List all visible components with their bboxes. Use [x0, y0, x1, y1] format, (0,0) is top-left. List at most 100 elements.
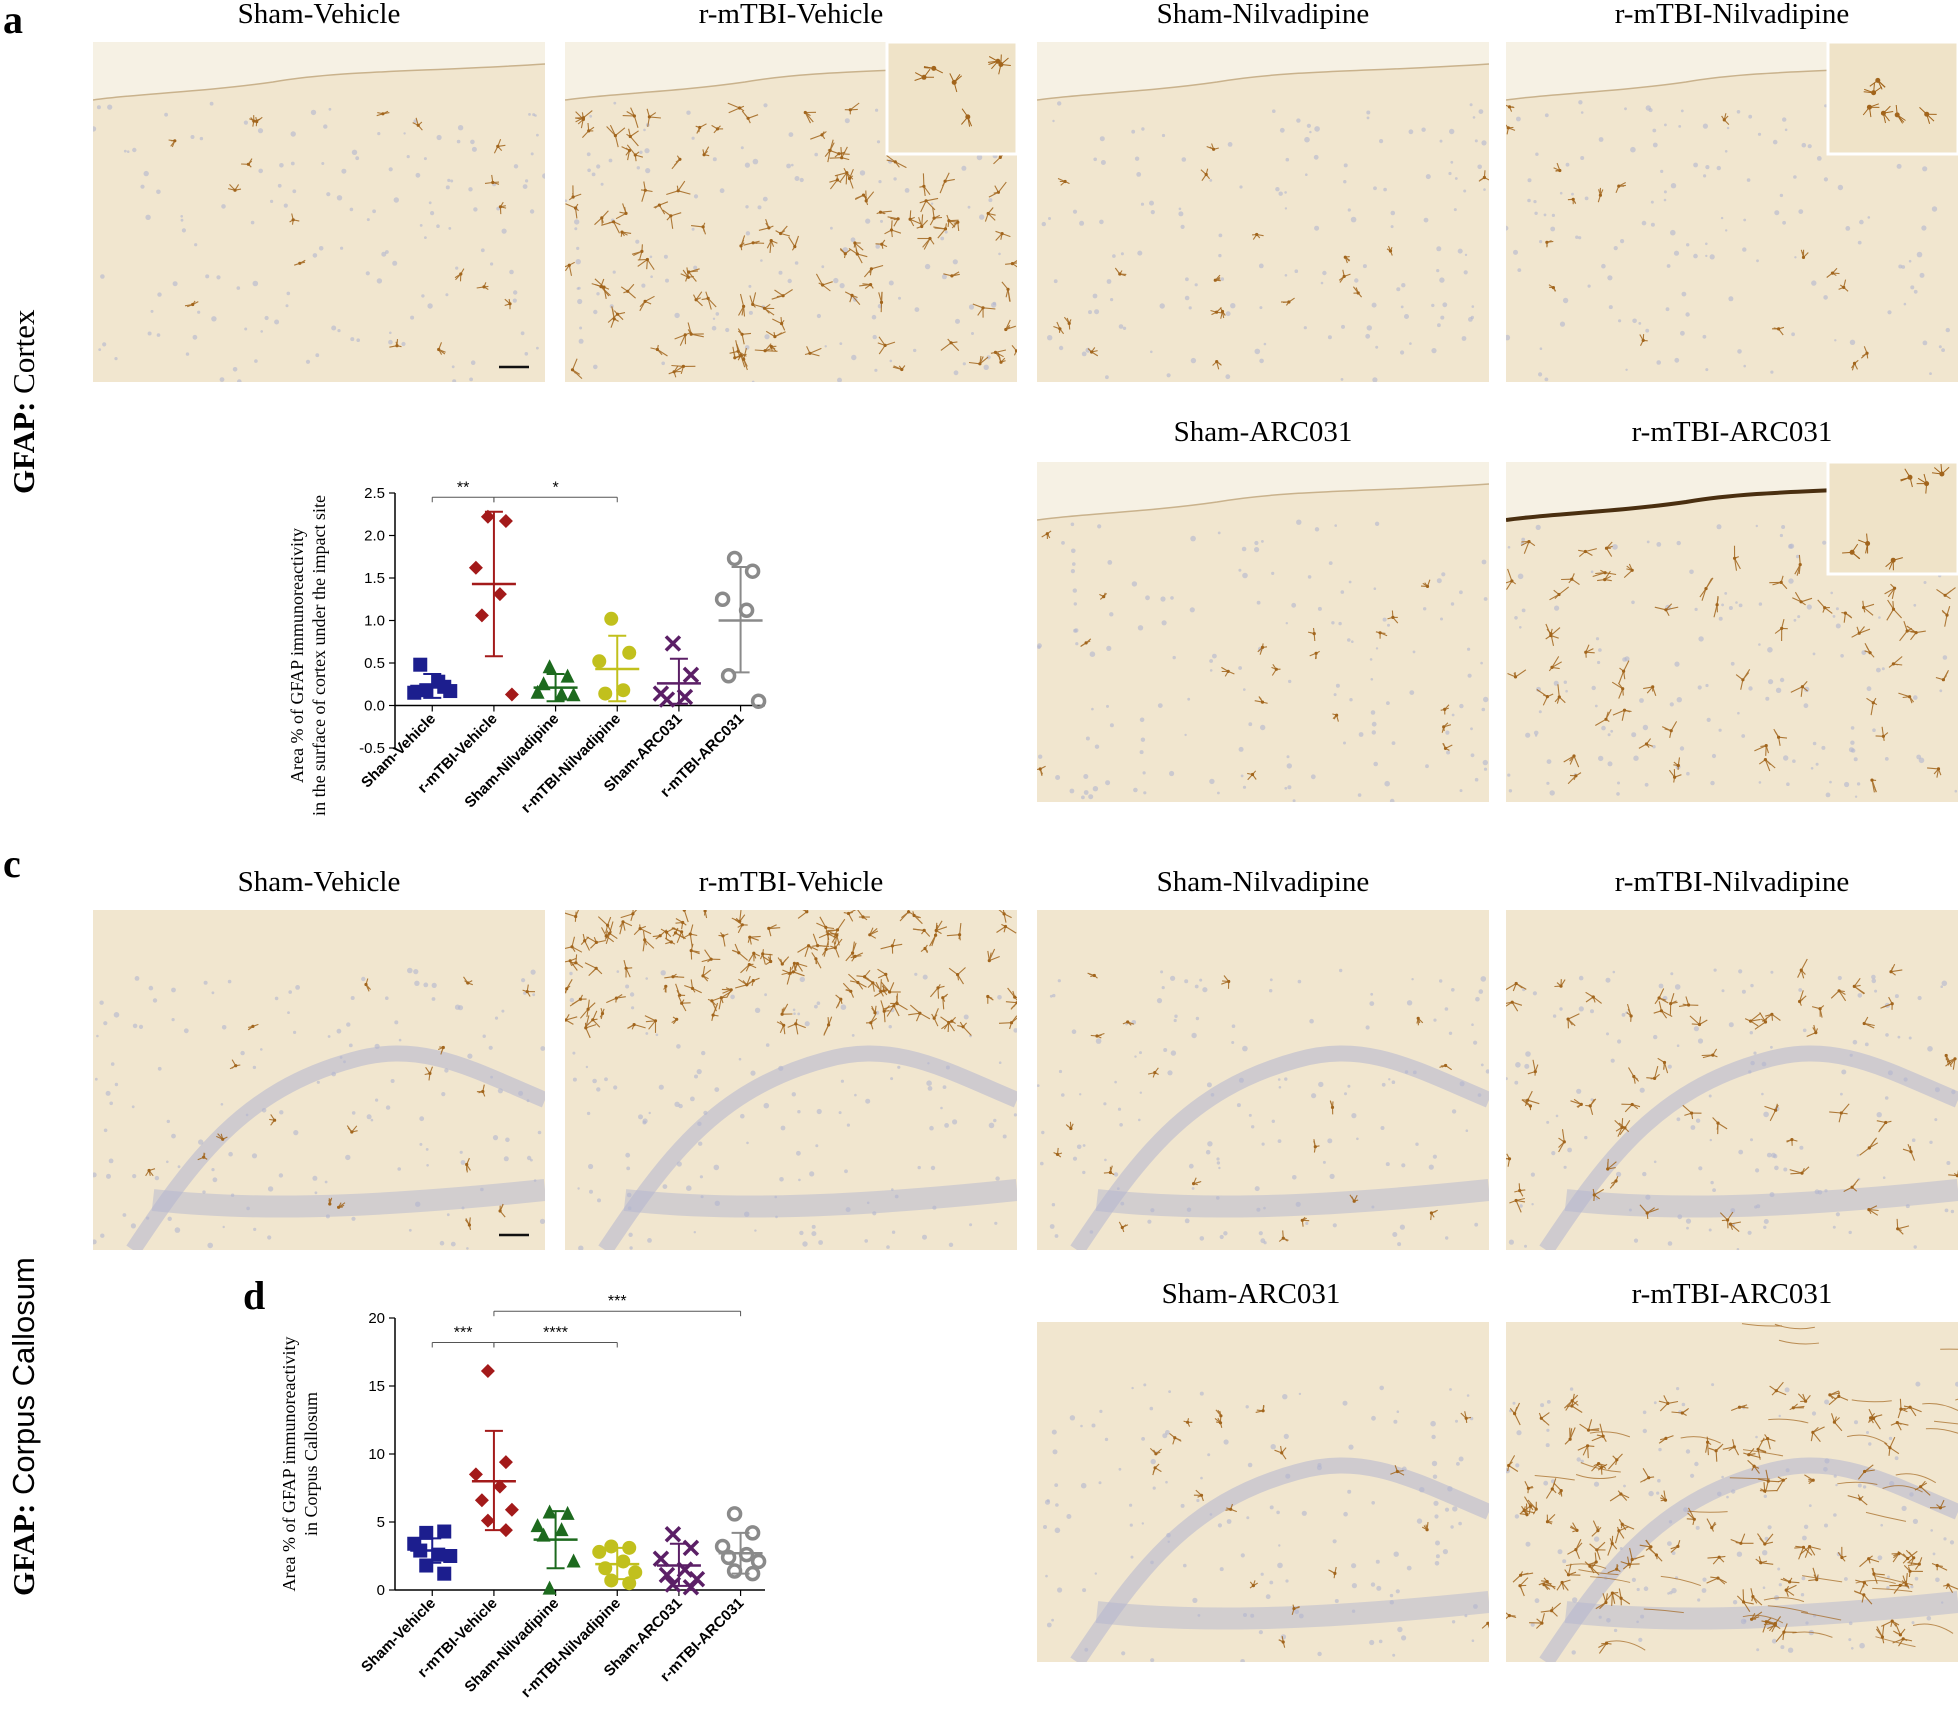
data-point	[664, 1526, 682, 1543]
data-point	[419, 1558, 434, 1573]
series-group	[407, 1524, 458, 1581]
data-point	[560, 1505, 575, 1520]
series-group	[652, 635, 701, 708]
data-point	[480, 1513, 495, 1528]
series-group	[652, 1526, 706, 1596]
data-point	[492, 1479, 507, 1494]
series-group	[714, 550, 767, 709]
data-point	[530, 1518, 545, 1533]
data-point	[437, 1566, 452, 1581]
micrograph-cc-sham-nilvadipine	[1037, 910, 1489, 1250]
data-point	[498, 1523, 513, 1538]
series-group	[407, 657, 458, 700]
data-point	[480, 1364, 495, 1379]
row-label-cortex: GFAP: Cortex	[6, 309, 41, 494]
y-tick-label: 1.0	[364, 613, 385, 630]
micrograph-cc-rmtbi-nilvadipine	[1506, 910, 1958, 1250]
panel-a-title-rmtbi-vehicle: r-mTBI-Vehicle	[698, 0, 884, 30]
data-point	[622, 1540, 637, 1555]
data-point	[622, 1576, 637, 1591]
data-point	[554, 1522, 569, 1537]
data-point	[616, 683, 631, 698]
data-point	[536, 676, 551, 691]
series-group	[592, 611, 640, 703]
data-point	[592, 1544, 607, 1559]
y-tick-label: 20	[368, 1310, 385, 1327]
y-tick-label: 0.5	[364, 655, 385, 672]
data-point	[443, 1549, 458, 1563]
data-point	[413, 657, 428, 672]
micrograph-cc-sham-vehicle	[93, 910, 545, 1250]
micrograph-cc-rmtbi-vehicle	[565, 910, 1017, 1250]
data-point	[604, 611, 619, 626]
data-point	[682, 666, 700, 684]
y-tick-label: 2.0	[364, 528, 385, 545]
data-point	[554, 686, 569, 701]
data-point	[536, 1527, 551, 1542]
data-point	[720, 1549, 737, 1566]
data-point	[504, 1502, 519, 1517]
series-group	[530, 1504, 581, 1595]
y-tick-label: -0.5	[359, 740, 385, 757]
data-point	[658, 1566, 676, 1584]
data-point	[468, 560, 483, 575]
data-point	[566, 687, 581, 702]
panel-a-title-rmtbi-arc031: r-mTBI-ARC031	[1631, 416, 1833, 448]
data-point	[419, 683, 434, 698]
significance-label: ***	[454, 1324, 473, 1341]
data-point	[566, 1553, 581, 1568]
y-tick-label: 2.5	[364, 485, 385, 502]
data-point	[542, 659, 557, 674]
data-point	[658, 691, 676, 708]
significance-label: ****	[543, 1324, 568, 1341]
micrograph-cortex-rmtbi-vehicle	[565, 42, 1017, 382]
data-point	[738, 1546, 755, 1563]
data-point	[480, 509, 495, 524]
data-point	[676, 688, 694, 706]
series-group	[714, 1506, 767, 1582]
data-point	[726, 550, 743, 567]
data-point	[598, 1561, 613, 1576]
chart-d-corpus-callosum-gfap: Area % of GFAP immunoreactivity in Corpus…	[275, 1270, 795, 1726]
panel-c-title-sham-arc031: Sham-ARC031	[1161, 1278, 1341, 1310]
data-point	[474, 608, 489, 623]
data-point	[413, 1543, 428, 1558]
data-point	[676, 1561, 694, 1578]
y-axis-title-line: in the surface of cortex under the impac…	[309, 495, 329, 816]
data-point	[682, 1579, 700, 1596]
data-point	[431, 1547, 446, 1562]
y-tick-label: 5	[377, 1514, 385, 1531]
micrograph-cortex-rmtbi-nilvadipine	[1506, 42, 1958, 382]
data-point	[498, 1455, 513, 1470]
data-point	[474, 1493, 489, 1508]
data-point	[419, 1525, 434, 1540]
panel-a-title-rmtbi-nilvadipine: r-mTBI-Nilvadipine	[1614, 0, 1850, 30]
data-point	[498, 514, 513, 529]
series-group	[468, 509, 519, 702]
y-axis-title-line: Area % of GFAP immunoreactivity	[279, 1337, 299, 1592]
data-point	[604, 1573, 619, 1588]
data-point	[726, 1506, 743, 1522]
y-tick-label: 0.0	[364, 698, 385, 715]
micrograph-cc-rmtbi-arc031	[1506, 1322, 1958, 1662]
data-point	[592, 654, 607, 669]
micrograph-cc-sham-arc031	[1037, 1322, 1489, 1662]
data-point	[598, 686, 613, 701]
data-point	[616, 1554, 631, 1569]
chart-b-cortex-gfap: Area % of GFAP immunoreactivity in the su…	[275, 380, 795, 840]
data-point	[750, 1553, 767, 1570]
y-tick-label: 15	[368, 1378, 385, 1395]
micrograph-cortex-sham-vehicle	[93, 42, 545, 382]
panel-c-title-sham-vehicle: Sham-Vehicle	[237, 866, 401, 898]
data-point	[407, 685, 422, 700]
data-point	[622, 645, 637, 660]
micrograph-cortex-sham-nilvadipine	[1037, 42, 1489, 382]
data-point	[492, 587, 507, 602]
data-point	[468, 1467, 483, 1482]
data-point	[530, 684, 545, 699]
data-point	[542, 1580, 557, 1595]
data-point	[682, 1539, 700, 1557]
data-point	[628, 1565, 643, 1580]
data-point	[560, 668, 575, 683]
data-point	[431, 674, 446, 689]
